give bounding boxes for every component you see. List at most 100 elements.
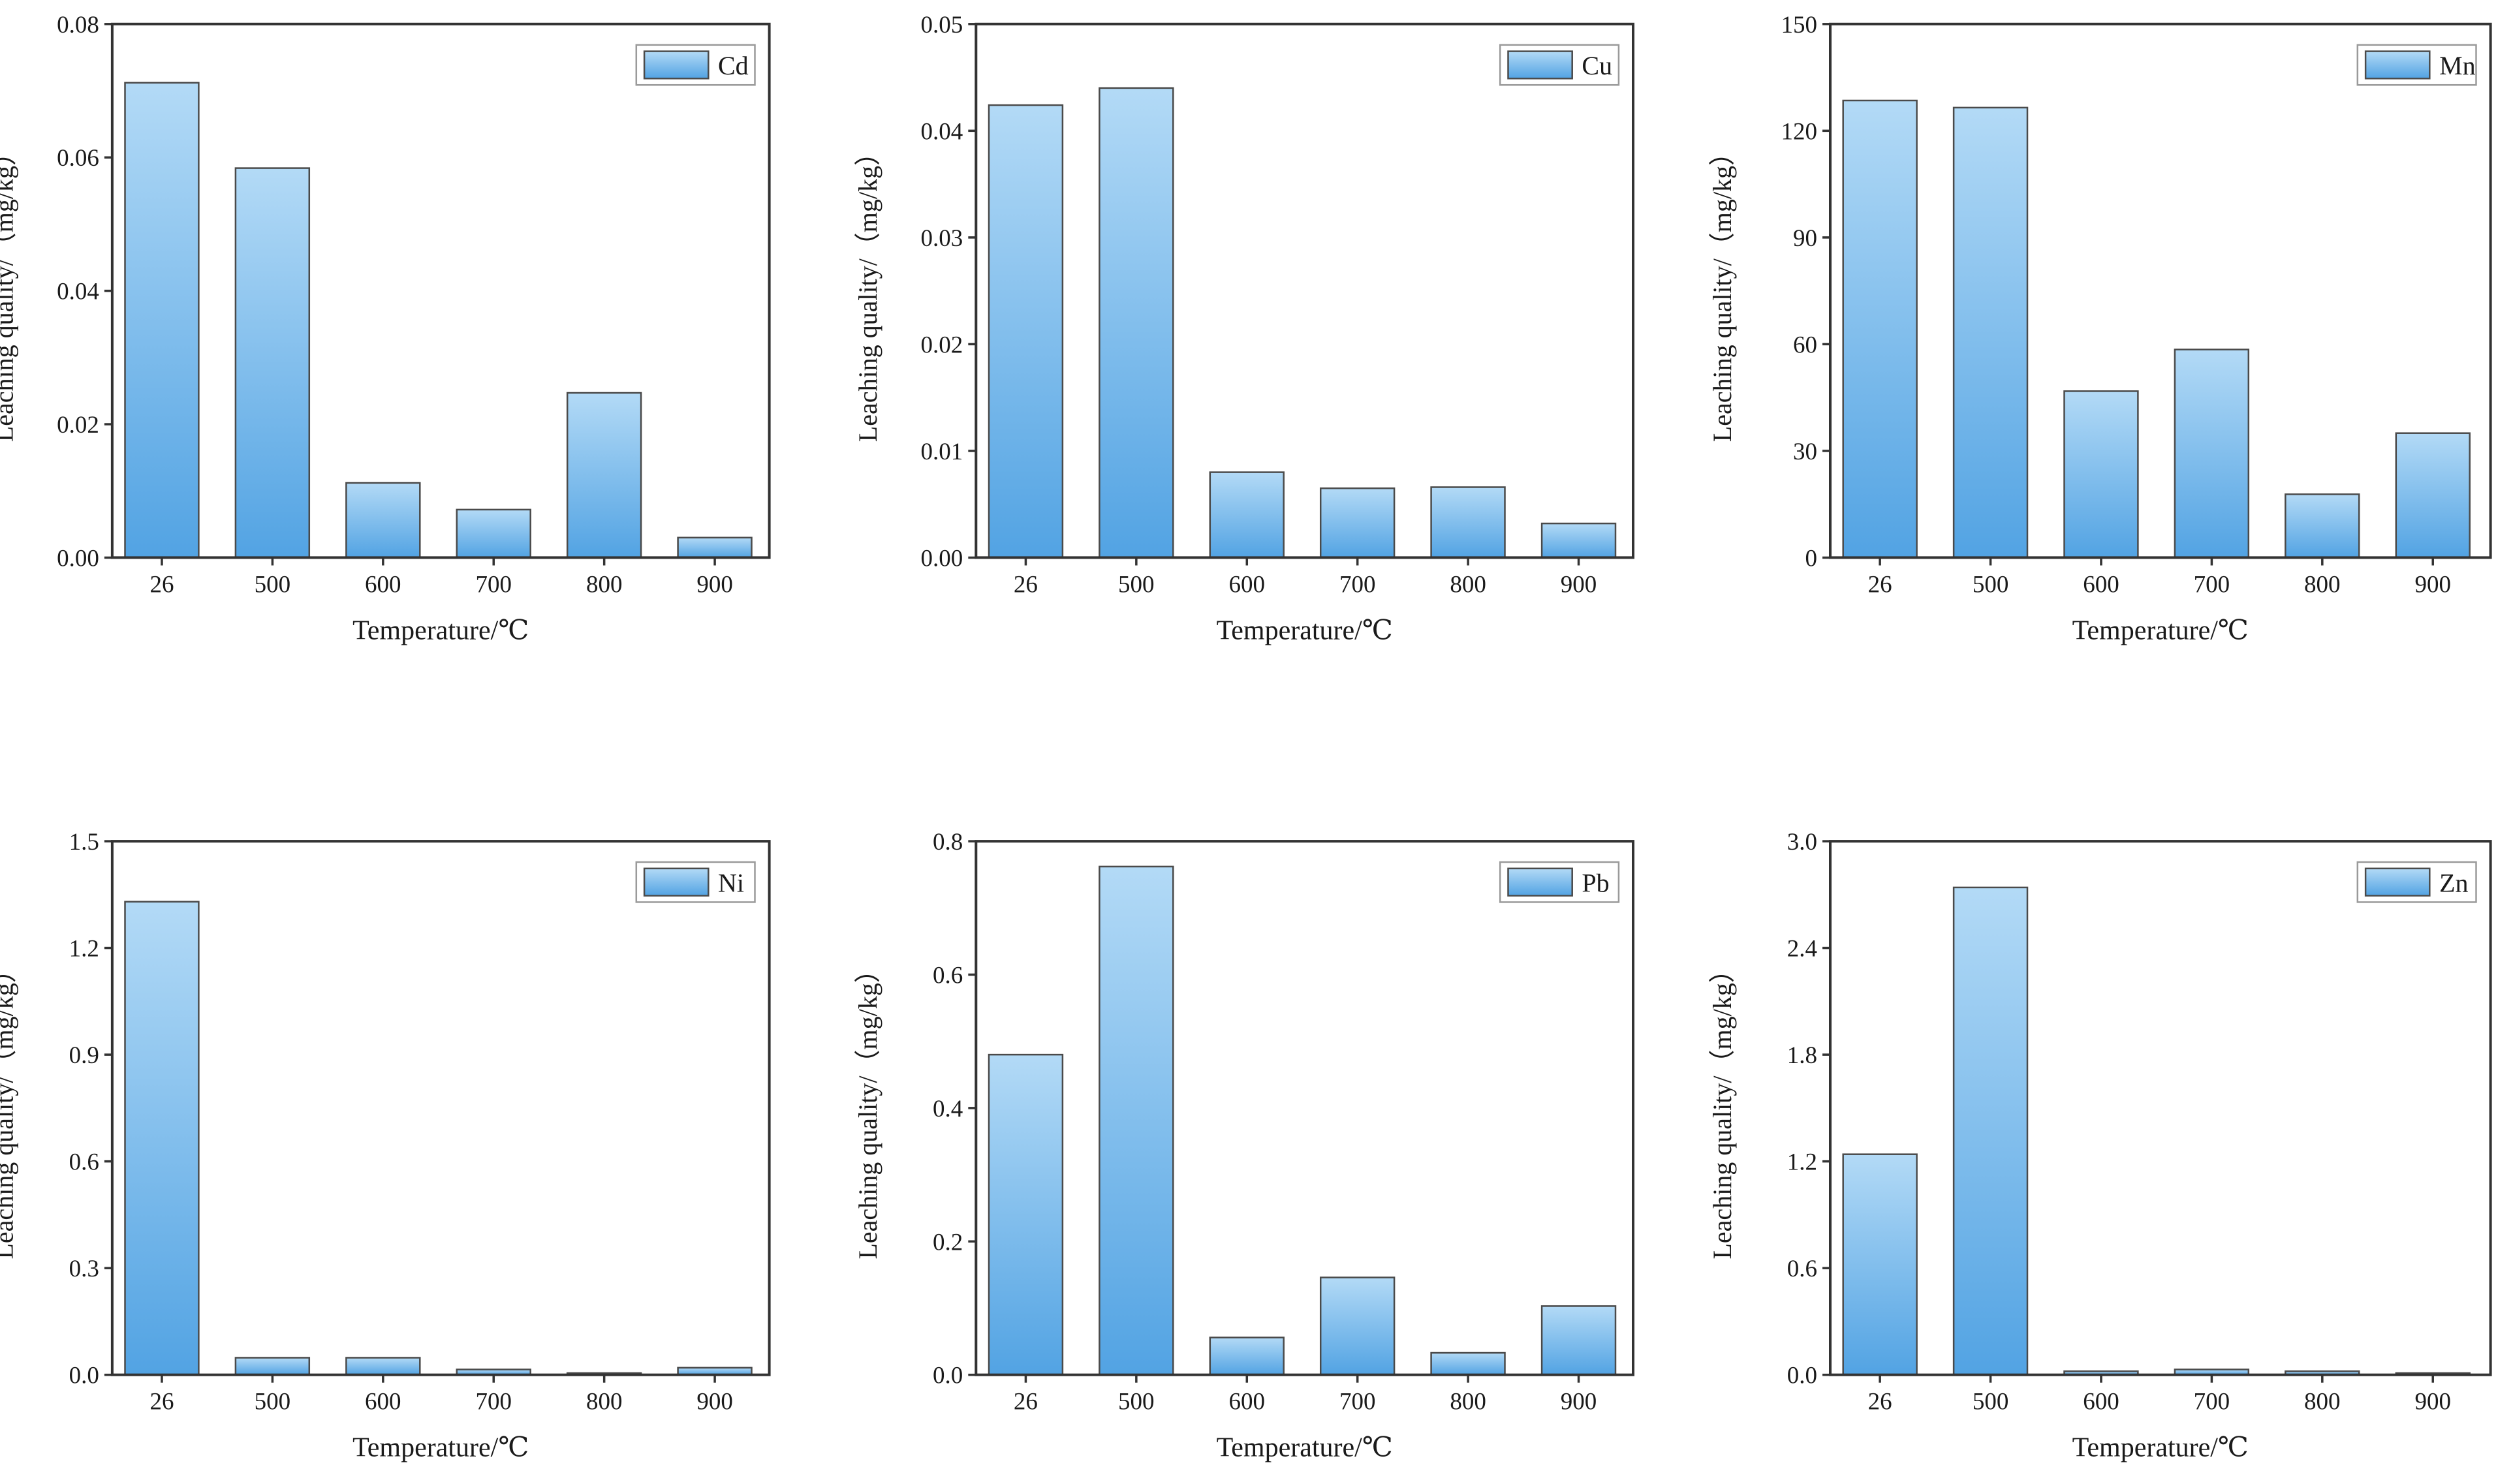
y-tick-label: 0.0 [933,1363,963,1389]
y-tick-label: 60 [1793,332,1817,358]
x-tick-label: 900 [696,1389,733,1415]
x-tick-label: 500 [1118,572,1155,598]
y-tick-label: 30 [1793,439,1817,465]
legend-label: Zn [2439,868,2468,897]
plot-frame [110,840,771,1376]
bar-cu-900 [1540,522,1617,559]
x-tick-label: 700 [476,1389,512,1415]
chart-panel-mn: 0 30 60 90 120 150 26 500 600 700 800 900 Temperatur… [1708,12,2492,646]
x-tick-label: 600 [365,572,401,598]
legend-swatch [1507,50,1573,80]
legend-swatch [2364,867,2431,897]
y-axis-title: Leaching quality/（mg/kg） [1708,140,1737,442]
y-tick-label: 0.0 [69,1363,99,1389]
x-tick-label: 26 [1014,1389,1038,1415]
y-tick-label: 1.2 [1787,1149,1817,1176]
x-tick-label: 600 [1229,572,1266,598]
y-tick-label: 0.6 [933,963,963,989]
legend-swatch [643,867,710,897]
x-axis-title: Temperature/℃ [2072,1433,2249,1463]
x-axis-title: Temperature/℃ [1217,616,1393,646]
y-tick-label: 120 [1781,118,1818,145]
chart-panel-zn: 0.0 0.6 1.2 1.8 2.4 3.0 26 500 600 700 800 900 Tempe… [1708,829,2492,1463]
x-axis-title: Temperature/℃ [2072,616,2249,646]
x-tick-label: 700 [1339,572,1376,598]
y-tick-label: 0 [1805,546,1818,572]
y-tick-label: 0.6 [1787,1256,1817,1282]
y-tick-label: 3.0 [1787,829,1817,856]
y-tick-label: 0.2 [933,1229,963,1256]
x-tick-label: 600 [2083,572,2119,598]
legend-label: Cd [718,51,749,80]
x-tick-label: 500 [255,572,291,598]
bar-mn-700 [2174,348,2250,559]
y-tick-label: 0.02 [921,332,963,358]
bar-mn-500 [1952,106,2029,559]
plot-frame [975,22,1635,559]
bar-cu-26 [988,104,1064,559]
y-tick-label: 1.2 [69,936,99,963]
legend-label: Cu [1582,51,1612,80]
bar-cd-800 [566,392,642,559]
y-tick-label: 0.4 [933,1096,963,1122]
bar-pb-26 [988,1053,1064,1376]
x-tick-label: 700 [1339,1389,1376,1415]
bar-mn-600 [2063,390,2139,559]
bar-ni-600 [345,1357,421,1376]
x-tick-label: 900 [2414,572,2451,598]
y-tick-label: 1.8 [1787,1042,1817,1069]
bar-mn-900 [2395,432,2471,559]
bar-zn-26 [1842,1153,1918,1376]
x-tick-label: 700 [476,572,512,598]
legend-label: Ni [718,868,744,897]
x-tick-label: 26 [1014,572,1038,598]
x-tick-label: 500 [1118,1389,1155,1415]
x-tick-label: 900 [2414,1389,2451,1415]
y-tick-label: 0.8 [933,829,963,856]
bar-ni-500 [234,1357,311,1376]
y-tick-label: 0.9 [69,1042,99,1069]
plot-frame [1829,840,2492,1376]
y-tick-label: 0.6 [69,1149,99,1176]
y-tick-label: 0.3 [69,1256,99,1282]
y-tick-label: 0.02 [57,412,99,439]
bar-mn-800 [2285,493,2360,559]
y-axis-title: Leaching quality/（mg/kg） [853,957,882,1259]
legend-label: Mn [2439,51,2476,80]
chart-panel-ni: 0.0 0.3 0.6 0.9 1.2 1.5 26 500 600 700 800 900 Tempe… [0,829,771,1463]
bar-cd-700 [456,508,531,559]
bar-zn-500 [1952,886,2029,1376]
x-tick-label: 900 [1561,572,1597,598]
plot-frame [975,840,1635,1376]
y-tick-label: 0.04 [57,279,99,305]
bar-ni-26 [124,901,200,1376]
x-tick-label: 600 [2083,1389,2119,1415]
x-tick-label: 800 [1450,572,1486,598]
bar-cu-500 [1099,87,1174,559]
bar-cu-600 [1209,471,1285,559]
bar-pb-800 [1430,1352,1506,1376]
chart-panel-pb: 0.0 0.2 0.4 0.6 0.8 26 500 600 700 800 900 Temperat… [853,829,1635,1463]
bar-cd-900 [677,536,753,559]
x-tick-label: 900 [1561,1389,1597,1415]
bar-pb-700 [1319,1276,1396,1376]
y-axis-title: Leaching quality/（mg/kg） [0,957,19,1259]
chart-panel-cu: 0.00 0.01 0.02 0.03 0.04 0.05 26 500 600 700 800 90… [853,12,1635,646]
bar-cd-600 [345,482,421,559]
x-tick-label: 800 [2304,1389,2341,1415]
bar-pb-500 [1099,865,1174,1376]
x-tick-label: 800 [1450,1389,1486,1415]
plot-frame [1829,22,2492,559]
x-tick-label: 26 [150,572,174,598]
bar-mn-26 [1842,99,1918,559]
bar-pb-900 [1540,1305,1617,1376]
y-tick-label: 150 [1781,12,1818,39]
y-axis-title: Leaching quality/（mg/kg） [1708,957,1737,1259]
x-tick-label: 800 [586,1389,623,1415]
y-tick-label: 2.4 [1787,936,1817,963]
x-tick-label: 800 [586,572,623,598]
x-tick-label: 700 [2194,1389,2230,1415]
x-tick-label: 900 [696,572,733,598]
y-tick-label: 0.03 [921,225,963,252]
